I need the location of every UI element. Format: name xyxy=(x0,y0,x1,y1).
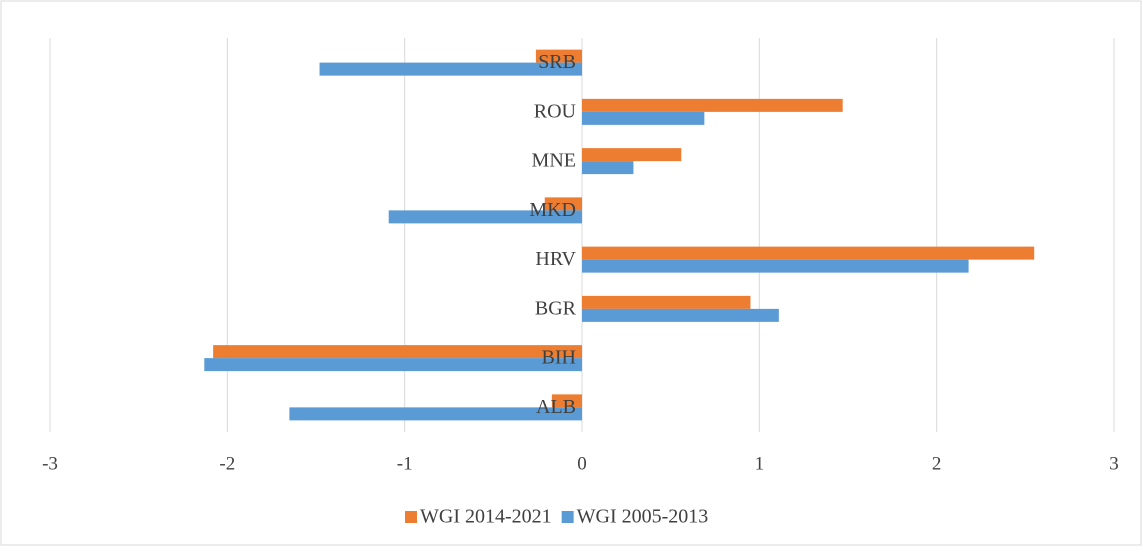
bar xyxy=(582,161,634,175)
y-tick-label: ROU xyxy=(534,100,577,122)
bar xyxy=(388,210,582,224)
bar xyxy=(582,246,1035,260)
bar xyxy=(582,259,969,273)
bar xyxy=(551,394,582,408)
y-tick-label: HRV xyxy=(535,248,576,270)
bar xyxy=(544,197,582,211)
y-tick-label: MKD xyxy=(529,199,576,221)
bar xyxy=(582,98,843,112)
x-tick-label: -2 xyxy=(219,453,235,474)
bar xyxy=(204,358,582,372)
legend-swatch xyxy=(561,511,574,523)
bar xyxy=(582,295,751,309)
bar xyxy=(535,49,582,63)
legend-label: WGI 2005-2013 xyxy=(577,506,709,528)
y-tick-label: BIH xyxy=(542,347,576,369)
x-tick-label: -1 xyxy=(397,453,413,474)
y-tick-label: ALB xyxy=(536,396,576,418)
legend-label: WGI 2014-2021 xyxy=(420,506,552,528)
y-tick-label: MNE xyxy=(532,150,576,172)
legend-swatch xyxy=(405,511,417,523)
x-tick-label: -3 xyxy=(42,453,58,474)
x-tick-label: 2 xyxy=(932,453,942,474)
bar xyxy=(582,148,682,162)
bar xyxy=(582,111,705,125)
x-tick-label: 1 xyxy=(755,453,765,474)
bar xyxy=(319,62,582,76)
x-tick-label: 3 xyxy=(1109,453,1119,474)
bar xyxy=(289,407,582,421)
y-tick-label: SRB xyxy=(538,51,576,73)
bar xyxy=(213,345,582,359)
x-tick-label: 0 xyxy=(577,453,587,474)
bar xyxy=(582,308,779,322)
y-tick-label: BGR xyxy=(535,297,577,319)
